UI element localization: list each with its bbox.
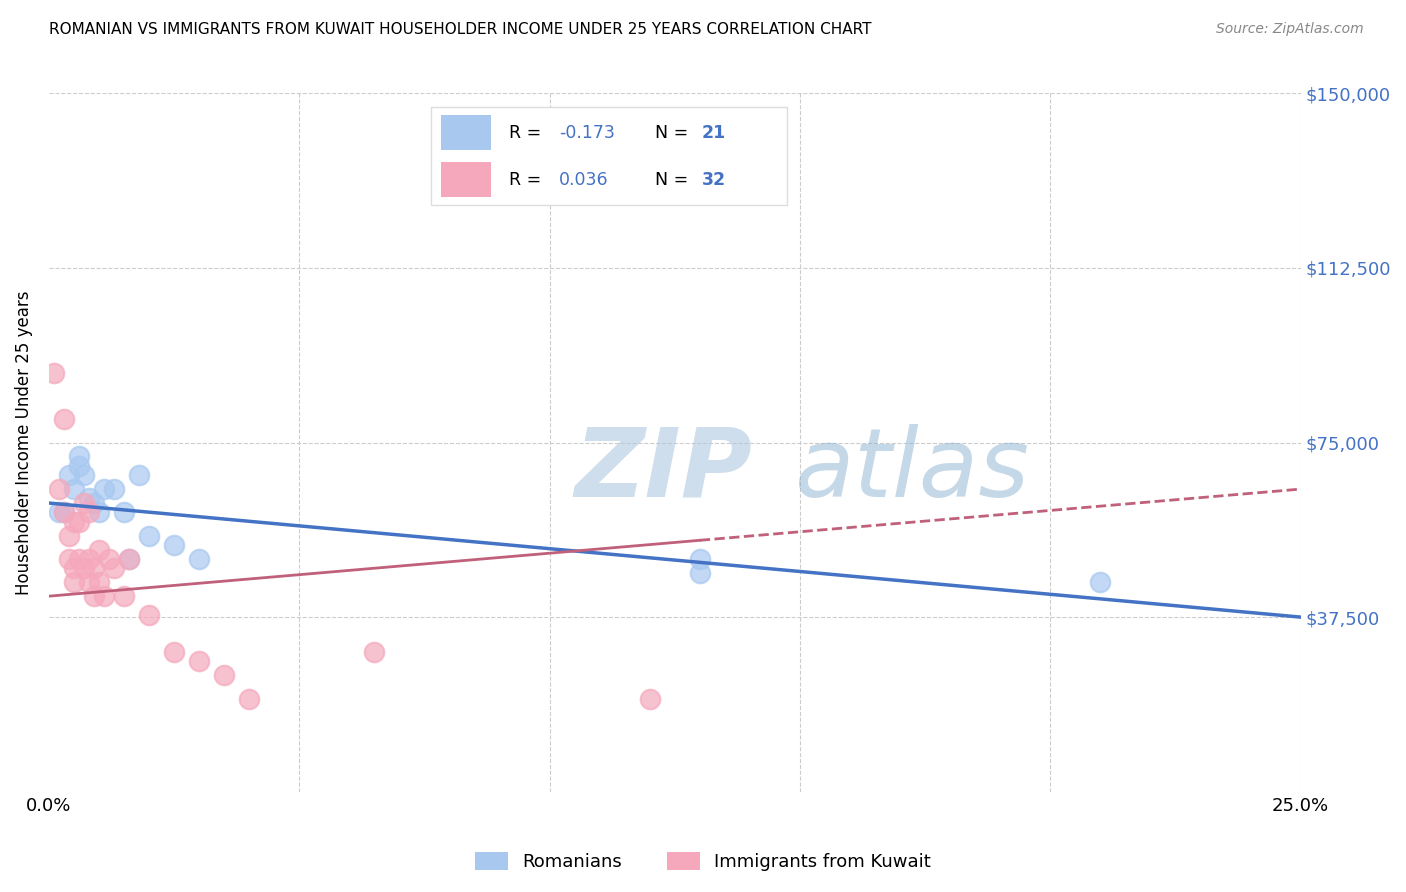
Point: [98, 552, 121, 566]
Point: [163, 538, 186, 552]
Point: [212, 668, 235, 682]
Point: [77, 491, 100, 506]
Point: [77, 575, 100, 590]
Point: [128, 468, 150, 483]
Point: [77, 552, 100, 566]
Point: [83, 589, 105, 603]
Point: [58, 528, 80, 542]
Point: [73, 561, 96, 575]
Point: [63, 482, 86, 496]
Point: [58, 468, 80, 483]
Point: [112, 505, 135, 519]
Point: [63, 561, 86, 575]
Text: ROMANIAN VS IMMIGRANTS FROM KUWAIT HOUSEHOLDER INCOME UNDER 25 YEARS CORRELATION: ROMANIAN VS IMMIGRANTS FROM KUWAIT HOUSE…: [49, 22, 872, 37]
Point: [188, 552, 211, 566]
Point: [67, 515, 90, 529]
Point: [67, 458, 90, 473]
Point: [689, 552, 711, 566]
Point: [103, 561, 125, 575]
Point: [87, 575, 110, 590]
Point: [83, 496, 105, 510]
Point: [118, 552, 141, 566]
Point: [363, 645, 385, 659]
Point: [1090, 575, 1112, 590]
Point: [238, 691, 260, 706]
Point: [48, 505, 70, 519]
Point: [638, 691, 661, 706]
Point: [87, 542, 110, 557]
Point: [118, 552, 141, 566]
Point: [73, 468, 96, 483]
Point: [689, 566, 711, 580]
Point: [87, 505, 110, 519]
Point: [58, 552, 80, 566]
Point: [53, 505, 76, 519]
Point: [83, 561, 105, 575]
Point: [93, 482, 115, 496]
Point: [112, 589, 135, 603]
Point: [138, 528, 160, 542]
Point: [103, 482, 125, 496]
Point: [42, 366, 65, 380]
Point: [163, 645, 186, 659]
Legend: Romanians, Immigrants from Kuwait: Romanians, Immigrants from Kuwait: [468, 845, 938, 879]
Point: [53, 412, 76, 426]
Point: [93, 589, 115, 603]
Text: ZIP: ZIP: [575, 424, 752, 517]
Y-axis label: Householder Income Under 25 years: Householder Income Under 25 years: [15, 290, 32, 595]
Point: [63, 515, 86, 529]
Point: [77, 505, 100, 519]
Point: [48, 482, 70, 496]
Point: [67, 552, 90, 566]
Text: atlas: atlas: [794, 424, 1029, 517]
Point: [73, 496, 96, 510]
Point: [188, 654, 211, 668]
Text: Source: ZipAtlas.com: Source: ZipAtlas.com: [1216, 22, 1364, 37]
Point: [67, 450, 90, 464]
Point: [138, 607, 160, 622]
Point: [63, 575, 86, 590]
Point: [53, 505, 76, 519]
